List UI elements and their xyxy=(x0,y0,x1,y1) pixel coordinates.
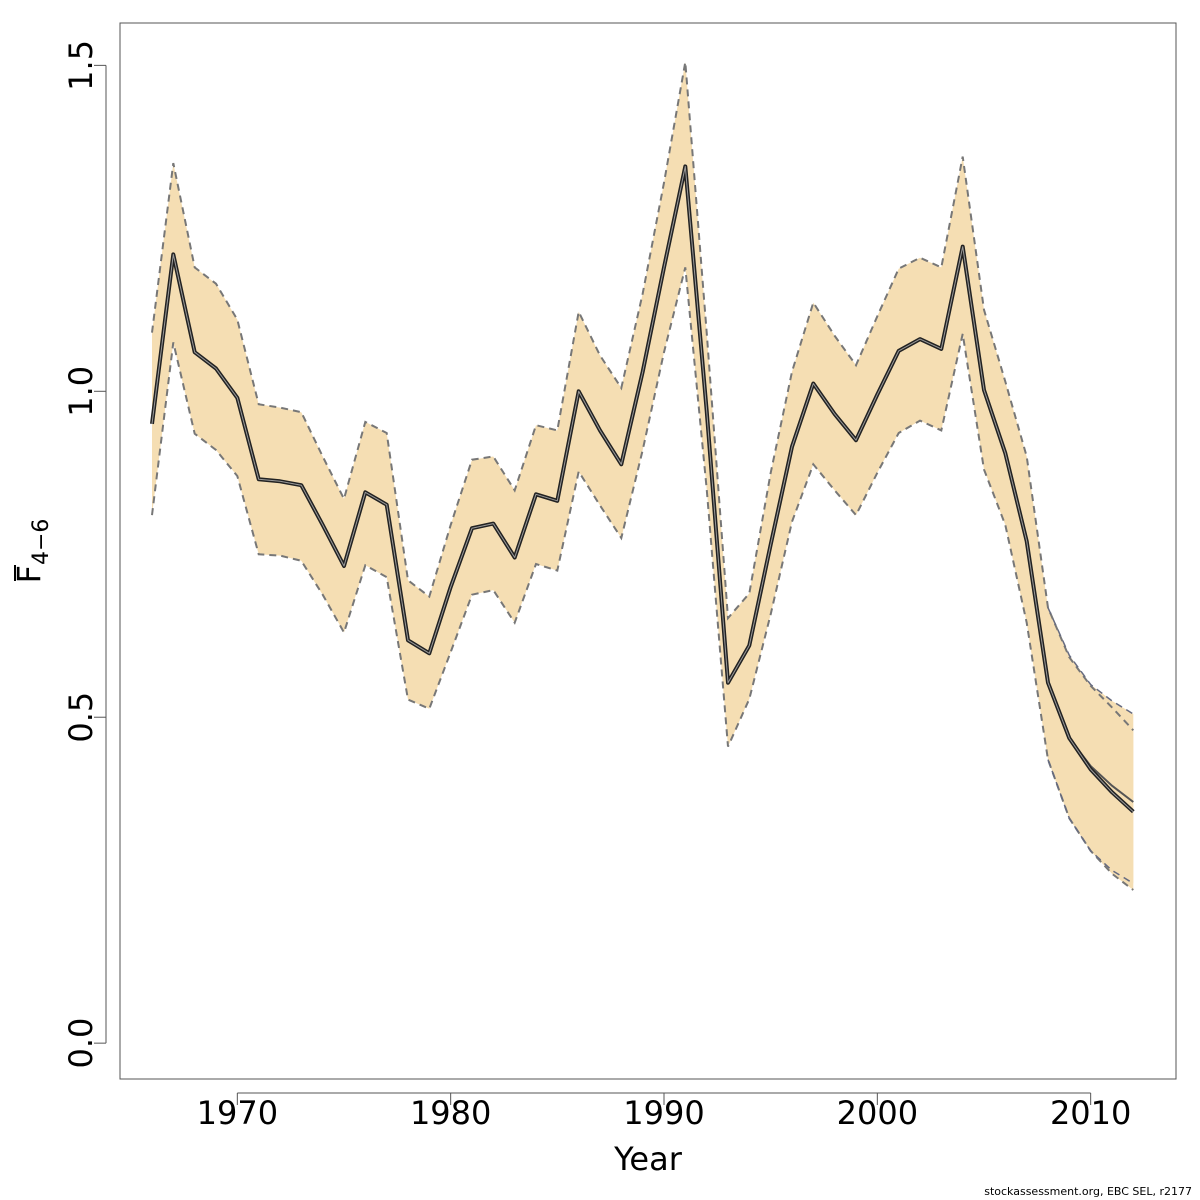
y-axis-title-main: F xyxy=(10,565,48,583)
x-tick-label: 1990 xyxy=(623,1094,704,1132)
x-tick-label: 1980 xyxy=(410,1094,491,1132)
confidence-band-alt xyxy=(1048,607,1134,884)
plot-frame xyxy=(119,22,1177,1080)
x-tick-label: 2000 xyxy=(837,1094,918,1132)
x-axis-title: Year xyxy=(613,1140,683,1178)
lower-bound-line-alt xyxy=(1047,759,1134,885)
upper-bound-line-alt xyxy=(1047,607,1134,715)
y-tick-label: 1.5 xyxy=(62,40,100,91)
upper-bound-line xyxy=(151,61,1135,731)
footer-credit: stockassessment.org, EBC SEL, r2177 xyxy=(984,1185,1192,1198)
y-tick-label: 1.0 xyxy=(62,366,100,417)
y-tick-label: 0.5 xyxy=(62,692,100,743)
y-axis-title: F4−6 xyxy=(10,519,54,584)
y-axis: 0.0 0.5 1.0 1.5 xyxy=(62,40,107,1069)
x-axis: 1970 1980 1990 2000 2010 xyxy=(197,1092,1131,1132)
estimate-line-inner xyxy=(151,165,1134,813)
y-axis-title-subscript: 4−6 xyxy=(29,519,54,565)
confidence-band-layer xyxy=(152,62,1134,891)
svg-text:F4−6: F4−6 xyxy=(10,519,54,584)
x-tick-label: 2010 xyxy=(1050,1094,1131,1132)
line-layer xyxy=(150,61,1135,891)
confidence-band xyxy=(152,62,1134,891)
x-tick-label: 1970 xyxy=(197,1094,278,1132)
lower-bound-line xyxy=(151,267,1134,891)
y-tick-label: 0.0 xyxy=(62,1018,100,1069)
